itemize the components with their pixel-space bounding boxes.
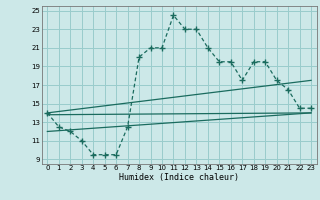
X-axis label: Humidex (Indice chaleur): Humidex (Indice chaleur) (119, 173, 239, 182)
